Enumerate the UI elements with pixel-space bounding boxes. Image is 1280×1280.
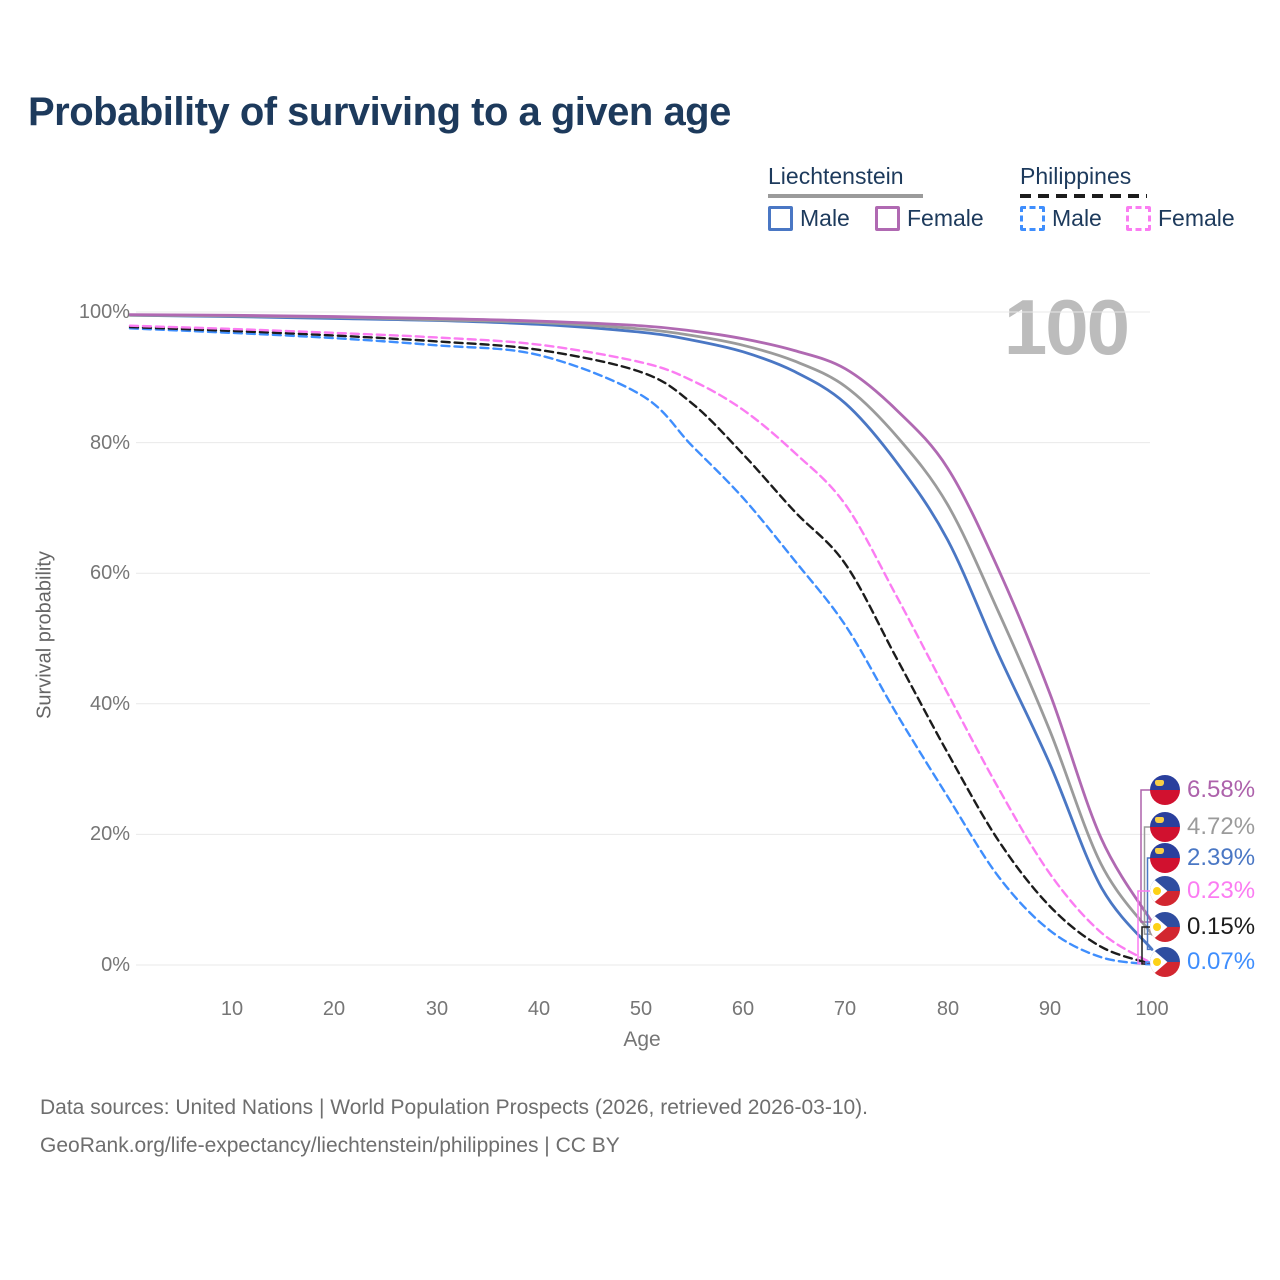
x-tick-80: 80 <box>936 998 960 1020</box>
endpoint-value: 6.58% <box>1187 776 1256 803</box>
x-tick-10: 10 <box>220 998 244 1020</box>
philippines-male-label: Male <box>1052 205 1102 231</box>
x-tick-40: 40 <box>527 998 551 1020</box>
legend-liechtenstein-linestyle-swatch <box>768 194 923 198</box>
legend-item-philippines-male[interactable]: Male <box>1020 205 1102 232</box>
y-tick-60: 60% <box>89 562 130 584</box>
attribution-line: GeoRank.org/life-expectancy/liechtenstei… <box>40 1134 620 1157</box>
endpoint-value: 0.23% <box>1187 877 1256 904</box>
y-tick-20: 20% <box>89 823 130 845</box>
endpoint-philippines-male: 0.07% <box>1150 947 1255 977</box>
legend-item-liechtenstein-female[interactable]: Female <box>875 205 984 232</box>
endpoint-liechtenstein-female: 6.58% <box>1150 775 1255 805</box>
x-axis-label: Age <box>623 1028 661 1051</box>
philippines-female-label: Female <box>1158 205 1235 231</box>
age-counter-watermark: 100 <box>1003 283 1130 371</box>
x-tick-30: 30 <box>425 998 449 1020</box>
liechtenstein-female-checkbox[interactable] <box>875 206 900 231</box>
x-tick-90: 90 <box>1038 998 1062 1020</box>
y-axis-label: Survival probability <box>33 551 56 719</box>
x-tick-50: 50 <box>629 998 653 1020</box>
legend-group-philippines: Philippines <box>1020 163 1147 198</box>
x-tick-70: 70 <box>833 998 857 1020</box>
y-tick-0: 0% <box>101 954 130 976</box>
philippines-female-checkbox[interactable] <box>1126 206 1151 231</box>
x-tick-60: 60 <box>731 998 755 1020</box>
philippines-flag-icon <box>1150 947 1180 977</box>
y-tick-100: 100% <box>78 301 130 323</box>
endpoint-philippines-both: 0.15% <box>1150 912 1255 942</box>
philippines-flag-icon <box>1150 912 1180 942</box>
page-title: Probability of surviving to a given age <box>28 90 731 134</box>
liechtenstein-male-label: Male <box>800 205 850 231</box>
liechtenstein-female-label: Female <box>907 205 984 231</box>
endpoint-value: 0.15% <box>1187 913 1256 940</box>
legend-group-liechtenstein-label: Liechtenstein <box>768 163 904 189</box>
liechtenstein-male-checkbox[interactable] <box>768 206 793 231</box>
endpoint-liechtenstein-both: 4.72% <box>1150 812 1255 842</box>
endpoint-liechtenstein-male: 2.39% <box>1150 843 1255 873</box>
x-tick-100: 100 <box>1135 998 1169 1020</box>
liechtenstein-flag-icon <box>1150 843 1180 873</box>
endpoint-value: 2.39% <box>1187 844 1256 871</box>
legend-item-liechtenstein-male[interactable]: Male <box>768 205 850 232</box>
legend-group-liechtenstein: Liechtenstein <box>768 163 923 198</box>
endpoint-philippines-female: 0.23% <box>1150 876 1255 906</box>
legend-item-philippines-female[interactable]: Female <box>1126 205 1235 232</box>
liechtenstein-flag-icon <box>1150 775 1180 805</box>
legend-group-philippines-label: Philippines <box>1020 163 1132 189</box>
legend-philippines-linestyle-swatch <box>1020 194 1147 198</box>
philippines-flag-icon <box>1150 876 1180 906</box>
philippines-male-checkbox[interactable] <box>1020 206 1045 231</box>
endpoint-value: 4.72% <box>1187 813 1256 840</box>
x-tick-20: 20 <box>322 998 346 1020</box>
y-tick-80: 80% <box>89 432 130 454</box>
data-sources-line: Data sources: United Nations | World Pop… <box>40 1096 869 1119</box>
endpoint-value: 0.07% <box>1187 948 1256 975</box>
liechtenstein-flag-icon <box>1150 812 1180 842</box>
y-tick-40: 40% <box>89 693 130 715</box>
